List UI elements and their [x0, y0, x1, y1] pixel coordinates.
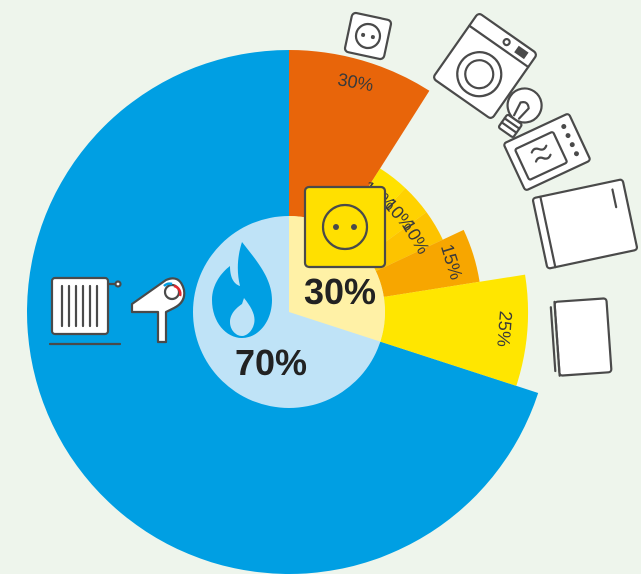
- hairdryer-icon: [130, 277, 186, 344]
- slice-tv: [289, 274, 528, 386]
- electricity-share-label: 30%: [304, 271, 376, 312]
- light-bulb-icon: [497, 87, 543, 138]
- refrigerator-icon: [531, 178, 639, 270]
- washing-machine-icon: [433, 13, 537, 119]
- center-socket-icon: [303, 185, 387, 269]
- slice-label-tv: 25%: [493, 310, 516, 347]
- oven-icon: [503, 113, 591, 191]
- socket-icon: [343, 11, 393, 61]
- radiator-icon: [48, 276, 122, 346]
- flame-icon: [212, 242, 272, 338]
- tv-icon: [549, 297, 613, 377]
- gas-share-label: 70%: [235, 342, 307, 383]
